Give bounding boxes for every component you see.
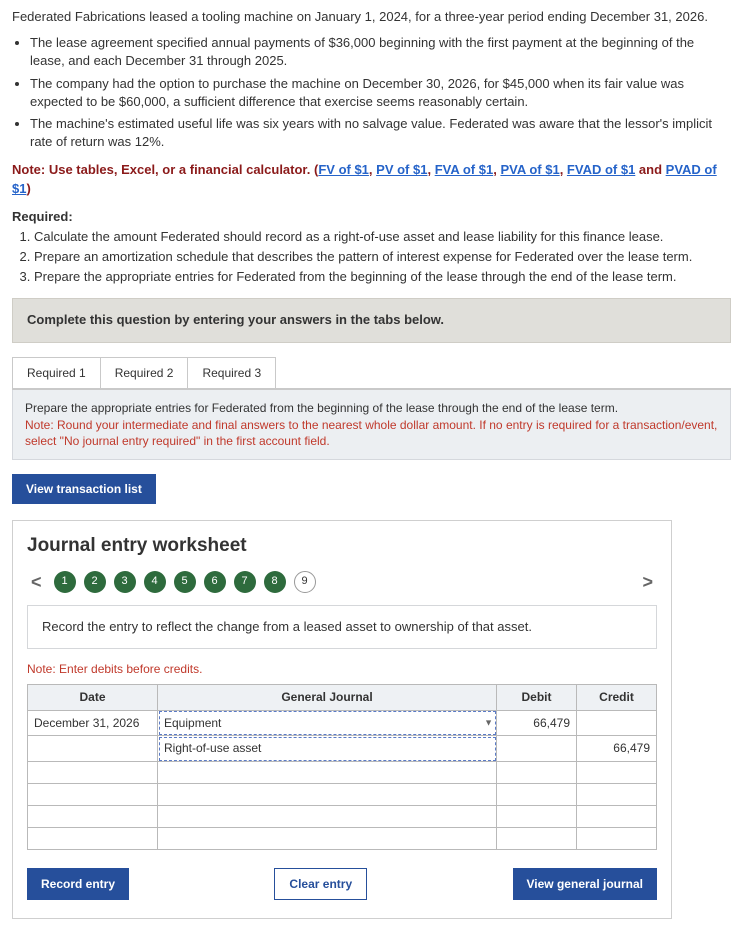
debit-cell[interactable] <box>497 828 577 850</box>
account-cell[interactable]: Right-of-use asset <box>158 736 497 762</box>
step-8[interactable]: 8 <box>264 571 286 593</box>
tables-note-prefix: Note: Use tables, Excel, or a financial … <box>12 162 318 177</box>
account-cell[interactable]: Equipment▼ <box>158 710 497 736</box>
debit-cell[interactable]: 66,479 <box>497 710 577 736</box>
debit-cell[interactable] <box>497 806 577 828</box>
chevron-right-icon[interactable]: > <box>638 570 657 595</box>
col-debit: Debit <box>497 684 577 710</box>
step-9[interactable]: 9 <box>294 571 316 593</box>
tab-instruction-main: Prepare the appropriate entries for Fede… <box>25 400 718 416</box>
intro-text: Federated Fabrications leased a tooling … <box>12 8 731 26</box>
required-item: Prepare an amortization schedule that de… <box>34 248 731 266</box>
credit-cell[interactable]: 66,479 <box>577 736 657 762</box>
debit-cell[interactable] <box>497 784 577 806</box>
step-1[interactable]: 1 <box>54 571 76 593</box>
facts-list: The lease agreement specified annual pay… <box>30 34 731 151</box>
debit-cell[interactable] <box>497 762 577 784</box>
table-row: December 31, 2026Equipment▼66,479 <box>28 710 657 736</box>
required-item: Calculate the amount Federated should re… <box>34 228 731 246</box>
fact-item: The lease agreement specified annual pay… <box>30 34 731 70</box>
tab-instruction-note: Note: Round your intermediate and final … <box>25 417 718 449</box>
tab-required-3[interactable]: Required 3 <box>187 357 276 389</box>
date-cell[interactable] <box>28 762 158 784</box>
credit-cell[interactable] <box>577 784 657 806</box>
tab-required-1[interactable]: Required 1 <box>12 357 101 389</box>
view-transaction-list-button[interactable]: View transaction list <box>12 474 156 504</box>
tab-bar: Required 1 Required 2 Required 3 <box>12 357 731 391</box>
tab-instructions: Prepare the appropriate entries for Fede… <box>12 390 731 460</box>
col-date: Date <box>28 684 158 710</box>
credit-cell[interactable] <box>577 762 657 784</box>
tables-note-suffix: ) <box>26 181 30 196</box>
step-2[interactable]: 2 <box>84 571 106 593</box>
table-row <box>28 784 657 806</box>
fva-link[interactable]: FVA of $1 <box>435 162 494 177</box>
table-row <box>28 762 657 784</box>
worksheet-buttons: Record entry Clear entry View general jo… <box>27 868 657 900</box>
instruction-banner: Complete this question by entering your … <box>12 298 731 342</box>
worksheet-title: Journal entry worksheet <box>27 533 657 560</box>
fv-link[interactable]: FV of $1 <box>318 162 369 177</box>
journal-entry-worksheet: Journal entry worksheet < 1 2 3 4 5 6 7 … <box>12 520 672 919</box>
credit-cell[interactable] <box>577 710 657 736</box>
date-cell[interactable] <box>28 784 158 806</box>
date-cell[interactable]: December 31, 2026 <box>28 710 158 736</box>
fact-item: The company had the option to purchase t… <box>30 75 731 111</box>
credit-cell[interactable] <box>577 828 657 850</box>
debits-note: Note: Enter debits before credits. <box>27 661 657 678</box>
col-credit: Credit <box>577 684 657 710</box>
step-3[interactable]: 3 <box>114 571 136 593</box>
step-5[interactable]: 5 <box>174 571 196 593</box>
account-cell[interactable] <box>158 828 497 850</box>
account-cell[interactable] <box>158 806 497 828</box>
required-item: Prepare the appropriate entries for Fede… <box>34 268 731 286</box>
required-list: Calculate the amount Federated should re… <box>34 228 731 287</box>
entry-instruction: Record the entry to reflect the change f… <box>27 605 657 649</box>
table-row <box>28 828 657 850</box>
step-7[interactable]: 7 <box>234 571 256 593</box>
date-cell[interactable] <box>28 828 158 850</box>
fvad-link[interactable]: FVAD of $1 <box>567 162 635 177</box>
view-general-journal-button[interactable]: View general journal <box>513 868 657 900</box>
date-cell[interactable] <box>28 736 158 762</box>
credit-cell[interactable] <box>577 806 657 828</box>
step-6[interactable]: 6 <box>204 571 226 593</box>
chevron-left-icon[interactable]: < <box>27 570 46 595</box>
step-pager: < 1 2 3 4 5 6 7 8 9 > <box>27 570 657 595</box>
debit-cell[interactable] <box>497 736 577 762</box>
tab-required-2[interactable]: Required 2 <box>100 357 189 389</box>
table-row: Right-of-use asset 66,479 <box>28 736 657 762</box>
tables-note: Note: Use tables, Excel, or a financial … <box>12 161 731 197</box>
dropdown-icon[interactable]: ▼ <box>484 717 493 730</box>
account-cell[interactable] <box>158 762 497 784</box>
journal-entry-table: Date General Journal Debit Credit Decemb… <box>27 684 657 850</box>
pva-link[interactable]: PVA of $1 <box>500 162 559 177</box>
step-4[interactable]: 4 <box>144 571 166 593</box>
table-row <box>28 806 657 828</box>
account-cell[interactable] <box>158 784 497 806</box>
col-general-journal: General Journal <box>158 684 497 710</box>
fact-item: The machine's estimated useful life was … <box>30 115 731 151</box>
date-cell[interactable] <box>28 806 158 828</box>
record-entry-button[interactable]: Record entry <box>27 868 129 900</box>
clear-entry-button[interactable]: Clear entry <box>274 868 367 900</box>
pv-link[interactable]: PV of $1 <box>376 162 427 177</box>
required-heading: Required: <box>12 208 731 226</box>
